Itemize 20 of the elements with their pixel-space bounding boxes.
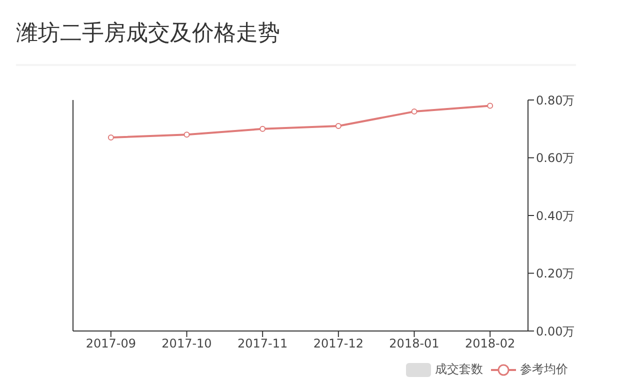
point bbox=[184, 132, 190, 138]
y2-tick-label: 0.00万 bbox=[536, 324, 575, 338]
point bbox=[411, 108, 418, 115]
y2-tick-label: 0.20万 bbox=[536, 266, 575, 281]
x-tick-label: 2017-11 bbox=[238, 336, 288, 351]
point bbox=[335, 122, 342, 129]
point bbox=[260, 126, 266, 132]
point bbox=[487, 102, 494, 109]
x-tick-label: 2017-10 bbox=[162, 336, 212, 351]
x-tick-label: 2017-09 bbox=[86, 336, 136, 351]
y2-tick-label: 0.40万 bbox=[536, 208, 575, 223]
x-tick-label: 2018-01 bbox=[389, 336, 440, 351]
y2-tick-label: 0.80万 bbox=[536, 93, 575, 108]
legend-label: 参考均价 bbox=[519, 361, 568, 378]
legend-label: 成交套数 bbox=[434, 361, 483, 378]
x-tick-label: 2018-02 bbox=[465, 336, 516, 351]
point bbox=[108, 134, 114, 141]
y2-tick-label: 0.60万 bbox=[536, 151, 575, 166]
x-tick-label: 2017-12 bbox=[313, 336, 364, 351]
chart-title: 潍坊二手房成交及价格走势 bbox=[16, 20, 280, 48]
